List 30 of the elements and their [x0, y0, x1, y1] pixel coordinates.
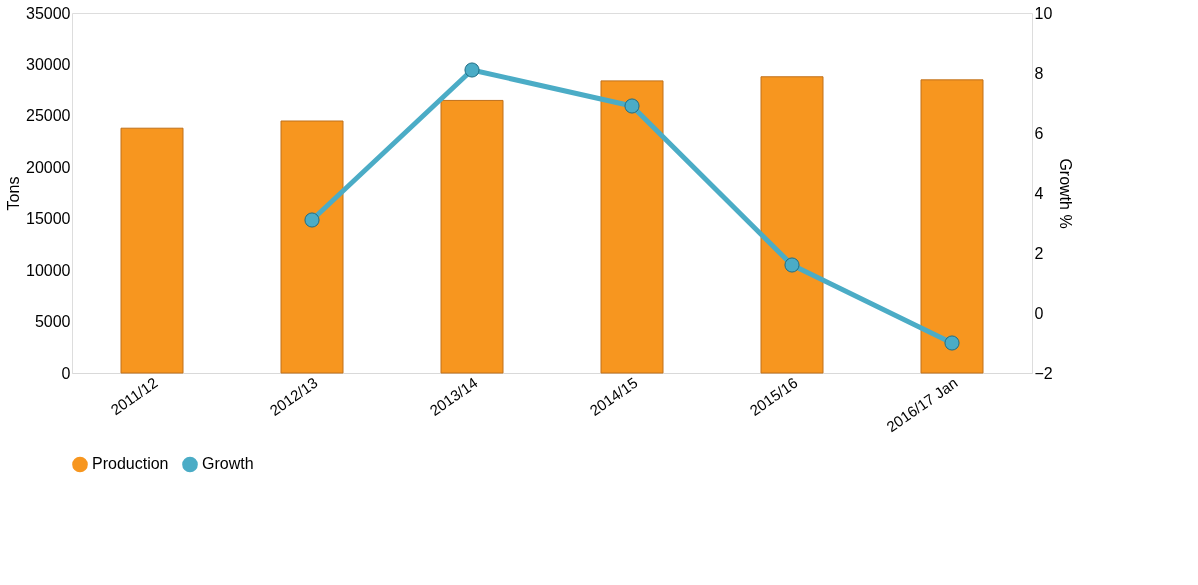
y2-tick-label: 2	[1034, 244, 1044, 262]
y2-tick-label: −2	[1034, 364, 1053, 382]
y2-tick-label: 6	[1034, 124, 1044, 142]
point	[304, 212, 320, 228]
y2-axis-title: Growth %	[1056, 158, 1074, 229]
y-tick-label: 20000	[26, 158, 71, 176]
y-tick-label: 5000	[34, 313, 71, 331]
bar	[920, 79, 984, 374]
y-tick-label: 15000	[26, 210, 71, 228]
legend-label: Growth	[202, 455, 254, 473]
y-tick-label: 30000	[26, 55, 71, 73]
point	[784, 257, 800, 273]
y2-tick-label: 4	[1034, 184, 1044, 202]
y-tick-label: 10000	[26, 261, 71, 279]
point	[624, 98, 640, 114]
bar	[120, 127, 184, 374]
y-axis-title: Tons	[5, 176, 23, 211]
point	[944, 335, 960, 351]
legend-label: Production	[92, 455, 169, 473]
y2-tick-label: 0	[1034, 304, 1044, 322]
bar	[600, 80, 664, 374]
y-tick-label: 35000	[26, 4, 71, 22]
y-tick-label: 0	[61, 364, 71, 382]
bar	[280, 120, 344, 374]
point	[464, 62, 480, 78]
y-tick-label: 25000	[26, 107, 71, 125]
bar	[440, 99, 504, 374]
y2-tick-label: 10	[1034, 4, 1053, 22]
y2-tick-label: 8	[1034, 64, 1044, 82]
bar	[760, 76, 824, 374]
